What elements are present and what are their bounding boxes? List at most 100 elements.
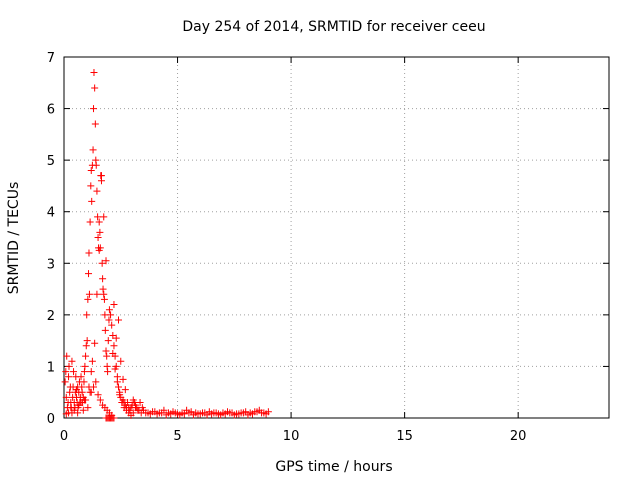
y-axis-label: SRMTID / TECUs — [6, 182, 22, 295]
data-point — [136, 399, 144, 407]
data-point — [108, 321, 116, 329]
data-point — [75, 401, 83, 409]
data-point — [129, 409, 137, 417]
data-point — [93, 187, 101, 195]
y-tick-label: 6 — [47, 103, 55, 118]
data-point — [63, 352, 71, 360]
data-point — [96, 228, 104, 236]
data-point — [87, 388, 95, 396]
data-point — [82, 352, 90, 360]
data-point — [110, 414, 118, 422]
data-point — [80, 378, 88, 386]
data-point — [115, 383, 122, 391]
data-point — [253, 408, 261, 416]
data-point — [85, 270, 93, 278]
data-point — [84, 295, 92, 303]
data-point — [101, 326, 109, 334]
x-axis-label: GPS time / hours — [275, 459, 392, 475]
grid — [64, 57, 609, 418]
data-point — [221, 410, 229, 418]
y-tick-label: 2 — [47, 309, 55, 324]
data-point — [87, 182, 95, 190]
data-point — [262, 410, 270, 418]
data-point — [90, 68, 98, 76]
data-point — [84, 404, 92, 412]
data-point — [208, 410, 216, 418]
data-point — [85, 383, 93, 391]
data-point — [230, 411, 238, 419]
data-point — [95, 218, 103, 226]
data-point — [119, 375, 127, 383]
data-point — [77, 373, 85, 381]
data-point — [105, 306, 113, 314]
y-tick-label: 0 — [47, 412, 55, 427]
data-point — [91, 84, 99, 92]
data-point — [103, 352, 111, 360]
data-point — [96, 396, 104, 404]
data-point — [62, 368, 70, 376]
data-point — [100, 290, 108, 298]
data-point — [87, 166, 95, 174]
data-point — [82, 342, 90, 350]
data-point — [116, 391, 124, 399]
data-point — [70, 368, 78, 376]
data-point — [83, 337, 91, 345]
y-tick-label: 5 — [47, 154, 55, 169]
data-point — [78, 388, 86, 396]
data-point — [85, 290, 93, 298]
data-point — [92, 161, 100, 169]
data-point — [61, 378, 69, 386]
x-tick-label: 10 — [283, 429, 300, 444]
data-point — [90, 105, 98, 113]
data-point — [176, 411, 184, 419]
data-point — [81, 362, 89, 370]
data-point — [109, 350, 117, 358]
data-point — [94, 234, 102, 241]
data-point — [189, 411, 197, 419]
data-point — [65, 362, 73, 370]
data-point — [199, 409, 207, 417]
y-tick-label: 1 — [47, 360, 55, 375]
data-point — [132, 404, 140, 412]
data-points — [61, 68, 272, 422]
data-point — [98, 259, 106, 267]
data-point — [82, 396, 90, 404]
x-tick-label: 20 — [510, 429, 527, 444]
data-point — [144, 409, 152, 417]
data-point — [167, 410, 175, 418]
data-point — [244, 411, 252, 419]
y-tick-label: 7 — [47, 51, 55, 66]
data-point — [111, 365, 119, 373]
data-point — [102, 347, 110, 355]
y-tick-label: 4 — [47, 206, 55, 221]
data-point — [89, 146, 97, 154]
data-point — [226, 409, 234, 417]
data-point — [94, 391, 102, 399]
y-tick-label: 3 — [47, 257, 55, 272]
data-point — [93, 290, 101, 298]
data-point — [112, 334, 120, 342]
data-point — [121, 386, 129, 394]
data-point — [118, 399, 126, 407]
data-point — [107, 311, 115, 319]
data-point — [72, 386, 80, 394]
chart-title: Day 254 of 2014, SRMTID for receiver cee… — [182, 19, 485, 35]
data-point — [68, 357, 76, 365]
plot-frame — [63, 56, 610, 419]
data-point — [153, 410, 161, 418]
data-point — [65, 373, 73, 381]
data-point — [87, 368, 95, 376]
data-point — [105, 316, 113, 324]
data-point — [85, 249, 93, 257]
data-point — [248, 410, 256, 418]
data-point — [212, 409, 220, 417]
data-point — [129, 396, 137, 404]
x-tick-label: 5 — [173, 429, 181, 444]
data-point — [180, 410, 188, 418]
data-point — [185, 409, 193, 417]
data-point — [171, 409, 179, 417]
data-point — [110, 342, 118, 350]
x-tick-label: 15 — [396, 429, 413, 444]
data-point — [194, 410, 202, 418]
